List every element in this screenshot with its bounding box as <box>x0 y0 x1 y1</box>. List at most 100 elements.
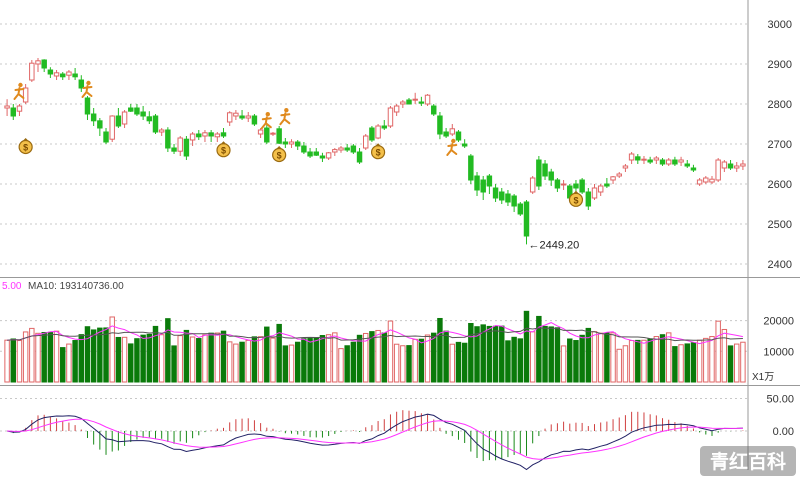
candle <box>196 130 202 140</box>
candle-body <box>659 159 666 165</box>
candle-body <box>78 79 85 89</box>
volume-bar <box>684 343 690 383</box>
candle <box>115 108 122 128</box>
candle-body <box>375 125 381 139</box>
volume-unit-label: X1万 <box>752 372 774 383</box>
candle <box>709 176 715 184</box>
candle <box>604 178 610 188</box>
candle <box>461 139 468 148</box>
candle <box>597 184 604 196</box>
candle <box>16 104 23 116</box>
candle-body <box>455 131 462 141</box>
volume-bar <box>511 336 517 383</box>
candle-body <box>72 73 78 78</box>
volume-bar <box>282 345 289 383</box>
candle <box>406 98 412 105</box>
volume-bar <box>350 341 357 383</box>
candle-body <box>362 135 369 149</box>
candle-body <box>152 115 159 133</box>
candle <box>418 96 425 106</box>
candle <box>387 106 394 128</box>
volume-bar <box>165 318 171 383</box>
volume-bar <box>202 334 208 383</box>
candle <box>665 158 672 166</box>
candle <box>517 202 524 216</box>
volume-bar <box>338 348 344 383</box>
volume-bar <box>517 338 524 383</box>
candle <box>294 140 301 150</box>
candle <box>97 118 103 136</box>
candle-body <box>628 153 635 161</box>
candle <box>189 132 196 146</box>
candle-body <box>276 128 282 144</box>
low-value: 2449.20 <box>539 239 579 251</box>
candle-body <box>486 175 493 187</box>
volume-bar <box>672 346 678 383</box>
candle-body <box>437 115 443 135</box>
candle <box>449 124 456 136</box>
volume-bar <box>16 340 23 383</box>
money-bag-tie <box>572 190 579 194</box>
candle <box>41 59 47 72</box>
candle <box>78 75 85 92</box>
candle-body <box>10 107 17 117</box>
candle-body <box>505 193 511 203</box>
candle-body <box>288 141 295 145</box>
candle <box>455 130 462 142</box>
candle-body <box>641 158 647 161</box>
candle <box>301 142 307 154</box>
volume-bar <box>301 338 307 383</box>
volume-bar <box>245 339 251 383</box>
candle-body <box>431 105 437 115</box>
volume-bar <box>84 326 91 383</box>
candle <box>22 84 29 104</box>
candle <box>400 100 406 108</box>
candle-body <box>239 115 245 119</box>
candle <box>325 152 332 160</box>
candle-body <box>635 156 641 161</box>
volume-bar <box>53 330 60 383</box>
candle <box>47 67 54 78</box>
money-bag-glyph: $ <box>573 195 578 205</box>
candle <box>90 108 97 126</box>
volume-bar <box>715 320 721 383</box>
money-bag-tie <box>276 146 283 149</box>
volume-bar <box>437 317 443 383</box>
money-bag-icon: $ <box>272 146 287 163</box>
candle <box>344 144 350 152</box>
candle <box>53 70 60 80</box>
volume-bar <box>35 332 41 383</box>
volume-bar <box>455 341 462 383</box>
candle-body <box>690 167 697 171</box>
candle-body <box>90 113 97 122</box>
candle-body <box>597 185 604 193</box>
candle-body <box>66 71 72 76</box>
candle <box>696 178 703 186</box>
candle <box>134 104 140 116</box>
volume-bar <box>406 345 412 383</box>
candle-body <box>684 163 690 167</box>
candle <box>659 158 666 166</box>
candle-body <box>622 165 629 169</box>
macd-dif-line <box>6 413 743 471</box>
candle-body <box>350 145 357 153</box>
candle <box>84 96 91 120</box>
candle <box>202 130 208 142</box>
price-tick-label: 2800 <box>768 99 792 111</box>
volume-bar <box>332 332 338 383</box>
candle <box>313 148 319 156</box>
candle-body <box>585 191 592 207</box>
runner-icon <box>446 138 458 156</box>
volume-bar <box>703 337 709 383</box>
volume-bar <box>276 323 282 383</box>
candle <box>381 120 388 130</box>
volume-bar <box>29 327 35 383</box>
volume-bar <box>665 332 672 383</box>
runner-body <box>279 112 291 126</box>
volume-bar <box>486 325 493 383</box>
money-bag-tie <box>220 141 227 145</box>
volume-bar <box>4 339 10 383</box>
candle <box>499 188 505 204</box>
candle <box>492 184 499 202</box>
candle <box>703 176 709 184</box>
